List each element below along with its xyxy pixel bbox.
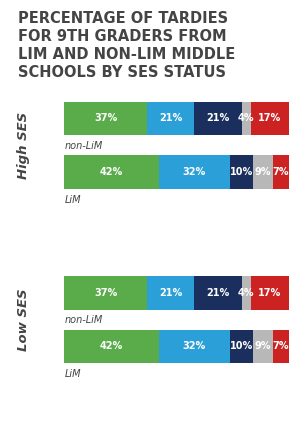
Text: 37%: 37% bbox=[94, 114, 117, 123]
Bar bbox=[147, 102, 195, 135]
Text: non-LiM: non-LiM bbox=[64, 316, 103, 325]
Text: 4%: 4% bbox=[238, 114, 254, 123]
Text: 21%: 21% bbox=[206, 288, 230, 298]
Text: 21%: 21% bbox=[159, 288, 183, 298]
Bar bbox=[230, 330, 253, 363]
Text: Low SES: Low SES bbox=[17, 288, 30, 351]
Bar bbox=[230, 156, 253, 189]
Text: High SES: High SES bbox=[17, 112, 30, 179]
Bar bbox=[253, 330, 273, 363]
Text: 10%: 10% bbox=[230, 342, 253, 351]
Text: 21%: 21% bbox=[159, 114, 183, 123]
Text: 10%: 10% bbox=[230, 167, 253, 177]
Bar bbox=[195, 102, 241, 135]
Text: PERCENTAGE OF TARDIES
FOR 9TH GRADERS FROM
LIM AND NON-LIM MIDDLE
SCHOOLS BY SES: PERCENTAGE OF TARDIES FOR 9TH GRADERS FR… bbox=[18, 11, 235, 80]
Bar bbox=[64, 276, 147, 310]
Text: 9%: 9% bbox=[255, 167, 271, 177]
Text: LiM: LiM bbox=[64, 369, 81, 379]
Text: LiM: LiM bbox=[64, 195, 81, 205]
Bar bbox=[64, 156, 159, 189]
Text: 7%: 7% bbox=[272, 342, 289, 351]
Bar bbox=[64, 102, 147, 135]
Text: 7%: 7% bbox=[272, 167, 289, 177]
Bar bbox=[273, 330, 289, 363]
Bar bbox=[159, 330, 230, 363]
Text: 37%: 37% bbox=[94, 288, 117, 298]
Bar bbox=[241, 102, 251, 135]
Text: non-LiM: non-LiM bbox=[64, 141, 103, 151]
Bar bbox=[273, 156, 289, 189]
Bar bbox=[251, 102, 289, 135]
Text: 42%: 42% bbox=[100, 342, 123, 351]
Bar bbox=[253, 156, 273, 189]
Bar bbox=[147, 276, 195, 310]
Bar bbox=[64, 330, 159, 363]
Bar bbox=[195, 276, 241, 310]
Text: 32%: 32% bbox=[183, 167, 206, 177]
Bar bbox=[241, 276, 251, 310]
Text: 32%: 32% bbox=[183, 342, 206, 351]
Text: 42%: 42% bbox=[100, 167, 123, 177]
Bar bbox=[159, 156, 230, 189]
Text: 21%: 21% bbox=[206, 114, 230, 123]
Text: 17%: 17% bbox=[258, 288, 281, 298]
Text: 4%: 4% bbox=[238, 288, 254, 298]
Text: 9%: 9% bbox=[255, 342, 271, 351]
Bar bbox=[251, 276, 289, 310]
Text: 17%: 17% bbox=[258, 114, 281, 123]
